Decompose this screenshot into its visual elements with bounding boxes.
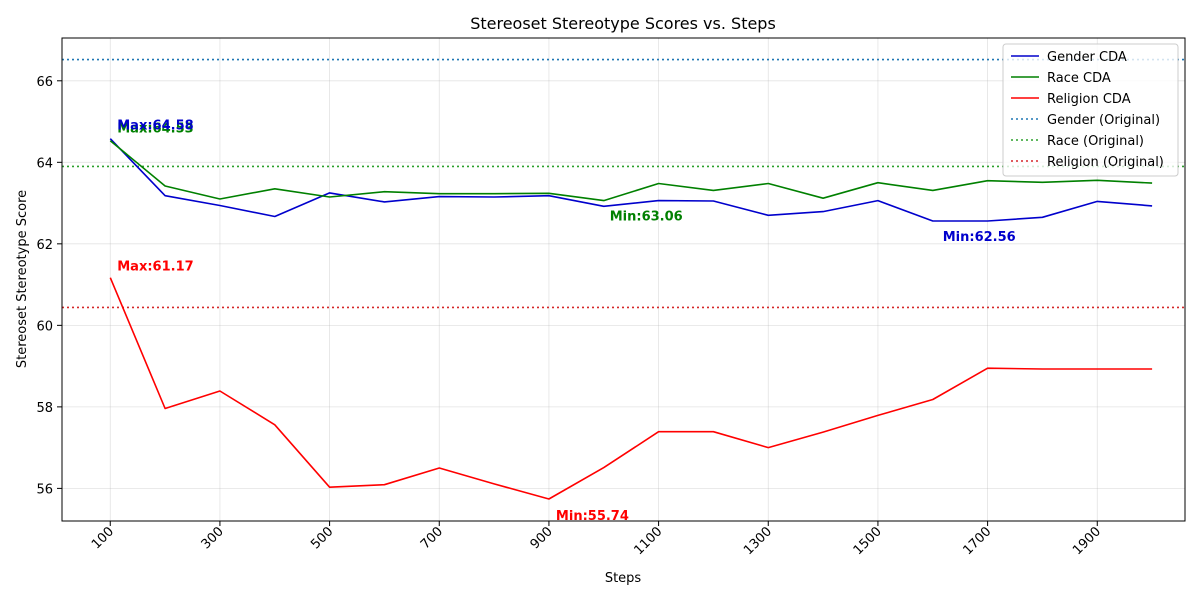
- chart-title: Stereoset Stereotype Scores vs. Steps: [470, 14, 776, 33]
- legend-label: Race (Original): [1047, 134, 1144, 149]
- y-tick-label: 60: [36, 319, 53, 334]
- series-line: [109, 277, 1153, 500]
- y-axis-ticks: 56 58 60 62 64 66: [36, 75, 62, 497]
- x-axis-label: Steps: [605, 571, 642, 586]
- legend-label: Gender (Original): [1047, 113, 1160, 128]
- grid: [62, 38, 1185, 521]
- annotation-label: Max:61.17: [117, 260, 193, 275]
- legend-label: Race CDA: [1047, 71, 1111, 86]
- y-tick-label: 58: [36, 401, 53, 416]
- annotation-label: Min:63.06: [610, 210, 683, 225]
- annotation-label: Min:55.74: [556, 509, 629, 524]
- series-line: [109, 138, 1153, 222]
- legend: Gender CDA Race CDA Religion CDA Gender (Or…: [1002, 43, 1179, 177]
- y-tick-label: 56: [36, 482, 53, 497]
- y-axis-label: Stereoset Stereotype Score: [15, 190, 30, 368]
- legend-label: Gender CDA: [1047, 50, 1127, 65]
- y-tick-label: 66: [36, 75, 53, 90]
- legend-label: Religion CDA: [1047, 92, 1131, 107]
- y-tick-label: 62: [36, 238, 53, 253]
- series-lines: [109, 138, 1153, 500]
- reference-lines: [62, 58, 1185, 309]
- legend-box: [1002, 43, 1179, 177]
- annotation-label: Max:64.58: [117, 119, 193, 134]
- plot-area-frame: [61, 37, 1186, 522]
- annotation-label: Max:64.53: [117, 122, 193, 137]
- legend-label: Religion (Original): [1047, 155, 1164, 170]
- series-line: [109, 140, 1153, 202]
- annotation-label: Min:62.56: [943, 230, 1016, 245]
- y-tick-label: 64: [36, 156, 53, 171]
